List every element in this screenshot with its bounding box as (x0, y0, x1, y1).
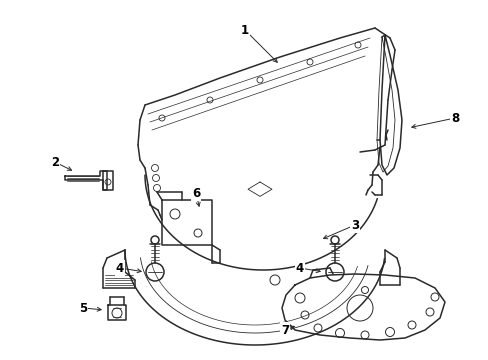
Text: 4: 4 (295, 261, 304, 275)
Text: 8: 8 (450, 112, 458, 125)
Text: 5: 5 (79, 302, 87, 315)
Text: 7: 7 (281, 324, 288, 337)
Text: 1: 1 (241, 23, 248, 36)
Text: 4: 4 (116, 261, 124, 275)
Text: 6: 6 (191, 186, 200, 199)
Text: 2: 2 (51, 156, 59, 168)
Text: 3: 3 (350, 219, 358, 231)
